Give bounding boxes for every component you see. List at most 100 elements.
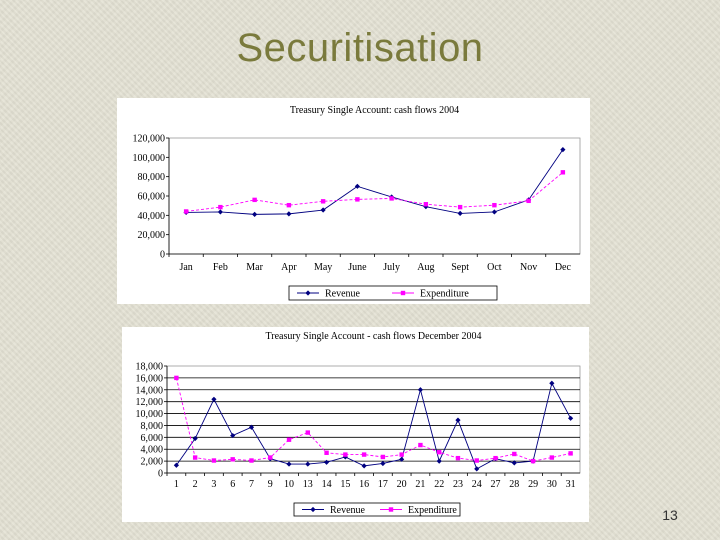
data-point — [183, 209, 189, 214]
data-point — [399, 452, 404, 457]
x-tick-label: Sept — [451, 262, 469, 273]
data-point — [492, 202, 497, 208]
data-point — [455, 455, 461, 461]
x-tick-label: 27 — [491, 479, 501, 490]
series-revenue — [183, 147, 566, 217]
x-tick-label: 6 — [230, 479, 235, 490]
legend: Revenue Expenditure — [293, 502, 461, 517]
chart-annual-cash-flows: Treasury Single Account: cash flows 2004… — [117, 98, 590, 304]
chart-december-cash-flows-svg: Treasury Single Account - cash flows Dec… — [136, 331, 581, 517]
chart-title: Treasury Single Account: cash flows 2004 — [290, 105, 459, 116]
y-tick-label: 4,000 — [141, 445, 164, 456]
x-tick-label: 17 — [378, 479, 388, 490]
x-tick-label: 3 — [211, 479, 216, 490]
data-point — [560, 170, 566, 175]
y-tick-label: 2,000 — [141, 457, 164, 468]
x-tick-label: Apr — [281, 262, 297, 273]
y-tick-label: 120,000 — [133, 134, 166, 145]
legend-box — [293, 502, 461, 517]
data-point — [252, 211, 258, 217]
legend-label: Expenditure — [408, 505, 457, 516]
series-expenditure — [174, 375, 573, 464]
data-point — [491, 209, 497, 215]
y-tick-label: 10,000 — [136, 409, 164, 420]
y-tick-label: 12,000 — [136, 397, 164, 408]
data-point — [568, 415, 574, 421]
slide-title: Securitisation — [236, 26, 484, 70]
y-tick-label: 0 — [160, 250, 165, 261]
data-point — [286, 211, 292, 217]
data-point — [343, 452, 348, 457]
x-tick-label: 28 — [509, 479, 519, 490]
chart-title: Treasury Single Account - cash flows Dec… — [266, 331, 482, 342]
data-point — [361, 452, 367, 457]
chart-december-cash-flows: Treasury Single Account - cash flows Dec… — [122, 327, 589, 522]
data-point — [173, 462, 179, 468]
data-point — [192, 455, 198, 460]
x-tick-label: 13 — [303, 479, 313, 490]
data-point — [268, 455, 273, 460]
x-tick-label: June — [348, 262, 367, 273]
x-tick-label: Feb — [213, 262, 228, 273]
x-tick-label: May — [314, 262, 332, 273]
x-tick-label: 10 — [284, 479, 294, 490]
data-point — [324, 450, 329, 455]
y-tick-label: 6,000 — [141, 433, 164, 444]
x-tick-label: Nov — [520, 262, 537, 273]
x-tick-label: 24 — [472, 479, 482, 490]
data-point — [211, 396, 217, 402]
y-tick-label: 18,000 — [136, 362, 164, 373]
legend-marker — [305, 290, 311, 296]
y-tick-label: 0 — [158, 469, 163, 480]
y-tick-label: 60,000 — [138, 192, 166, 203]
x-tick-label: 14 — [322, 479, 332, 490]
chart-annual-cash-flows-svg: Treasury Single Account: cash flows 2004… — [133, 105, 581, 301]
data-point — [380, 454, 386, 460]
data-point — [457, 210, 463, 216]
legend-marker — [388, 507, 394, 512]
y-tick-label: 16,000 — [136, 373, 164, 384]
data-point — [436, 458, 442, 464]
data-point — [211, 458, 217, 463]
data-point — [423, 202, 429, 207]
x-tick-label: 20 — [397, 479, 407, 490]
x-tick-label: 16 — [359, 479, 369, 490]
data-point — [355, 197, 360, 202]
x-tick-label: Jan — [179, 262, 192, 273]
x-tick-label: Dec — [555, 262, 572, 273]
x-tick-label: 1 — [174, 479, 179, 490]
data-point — [437, 449, 442, 455]
data-point — [249, 458, 254, 463]
data-point — [474, 458, 479, 463]
data-point — [512, 451, 517, 457]
x-tick-label: Aug — [417, 262, 434, 273]
x-tick-label: 15 — [340, 479, 350, 490]
data-point — [493, 455, 498, 461]
data-point — [568, 451, 573, 456]
x-tick-label: 9 — [268, 479, 273, 490]
x-tick-label: 7 — [249, 479, 254, 490]
legend: Revenue Expenditure — [288, 285, 498, 301]
data-point — [320, 207, 326, 213]
data-point — [305, 461, 311, 467]
data-point — [457, 204, 463, 210]
data-point — [474, 466, 480, 472]
x-tick-label: 29 — [528, 479, 538, 490]
data-point — [286, 202, 292, 208]
plot-area — [166, 365, 581, 474]
data-point — [305, 430, 310, 435]
data-point — [218, 204, 223, 210]
x-tick-label: 23 — [453, 479, 463, 490]
series-expenditure — [183, 170, 566, 214]
y-tick-label: 20,000 — [138, 230, 166, 241]
legend-label: Revenue — [330, 505, 366, 516]
series-line — [186, 171, 564, 212]
page-number: 13 — [662, 507, 678, 523]
data-point — [230, 457, 235, 462]
data-point — [320, 199, 326, 204]
series-line — [175, 377, 571, 462]
data-point — [286, 461, 292, 467]
data-point — [354, 183, 360, 189]
x-tick-label: July — [383, 262, 400, 273]
y-tick-label: 100,000 — [133, 153, 166, 164]
